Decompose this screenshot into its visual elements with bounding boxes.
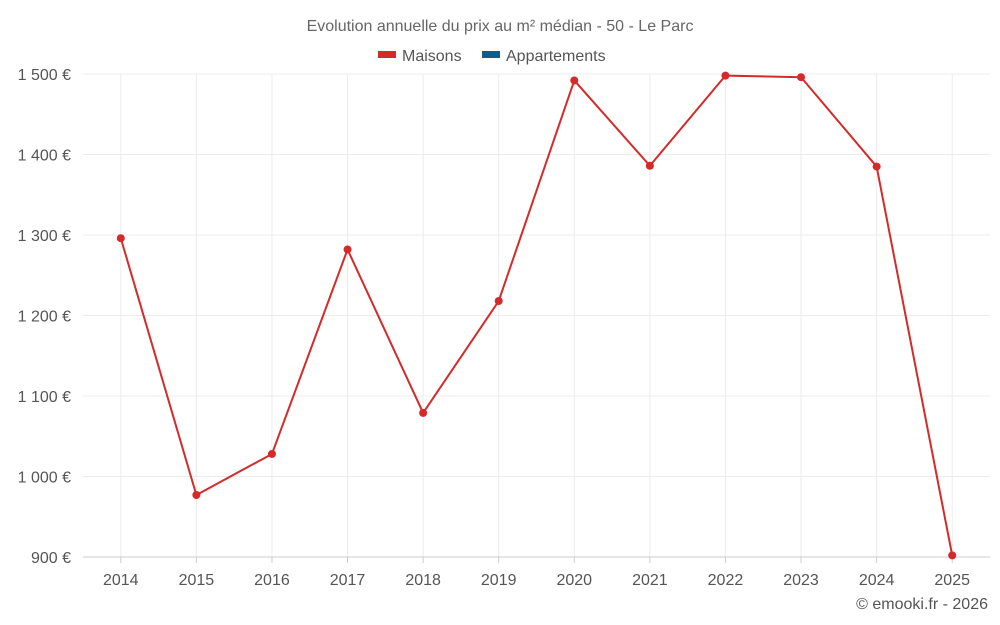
data-point[interactable] (721, 71, 730, 80)
legend-label-appartements: Appartements (506, 48, 606, 65)
data-point[interactable] (872, 162, 881, 171)
y-tick-label: 900 € (31, 550, 71, 567)
y-tick-label: 1 400 € (18, 148, 71, 165)
x-tick-label: 2025 (934, 572, 970, 589)
y-tick-label: 1 300 € (18, 228, 71, 245)
series-maisons (116, 71, 957, 560)
legend-item-maisons[interactable]: Maisons (378, 48, 462, 65)
y-tick-label: 1 500 € (18, 67, 71, 84)
x-tick-label: 2014 (103, 572, 139, 589)
data-point[interactable] (494, 297, 503, 306)
legend[interactable]: Maisons Appartements (378, 48, 606, 65)
x-tick-label: 2015 (179, 572, 215, 589)
legend-swatch-appartements (482, 51, 500, 58)
y-tick-label: 1 200 € (18, 309, 71, 326)
data-point[interactable] (570, 76, 579, 85)
x-tick-label: 2019 (481, 572, 517, 589)
x-tick-label: 2023 (783, 572, 819, 589)
x-tick-label: 2024 (859, 572, 895, 589)
x-tick-label: 2021 (632, 572, 668, 589)
data-point[interactable] (192, 491, 201, 500)
data-point[interactable] (343, 245, 352, 254)
data-point[interactable] (419, 408, 428, 417)
series-line-maisons (119, 74, 954, 556)
chart-title: Evolution annuelle du prix au m² médian … (307, 18, 694, 35)
y-axis-ticks: 900 € 1 000 € 1 100 € 1 200 € 1 300 € 1 400 €… (18, 67, 71, 567)
x-tick-label: 2017 (330, 572, 366, 589)
legend-label-maisons: Maisons (402, 48, 462, 65)
y-tick-label: 1 000 € (18, 470, 71, 487)
x-tick-label: 2016 (254, 572, 290, 589)
data-point[interactable] (948, 551, 957, 560)
gridlines (83, 73, 990, 558)
credit-text: © emooki.fr - 2026 (856, 596, 988, 613)
x-axis-ticks: 2014 2015 2016 2017 2018 2019 2020 2021 2022 2023… (103, 557, 970, 589)
x-tick-label: 2022 (708, 572, 744, 589)
legend-item-appartements[interactable]: Appartements (482, 48, 606, 65)
data-point[interactable] (645, 161, 654, 170)
legend-swatch-maisons (378, 51, 396, 58)
x-tick-label: 2020 (556, 572, 592, 589)
data-point[interactable] (116, 234, 125, 243)
y-tick-label: 1 100 € (18, 389, 71, 406)
data-point[interactable] (267, 449, 276, 458)
x-tick-label: 2018 (405, 572, 441, 589)
data-point[interactable] (797, 73, 806, 82)
